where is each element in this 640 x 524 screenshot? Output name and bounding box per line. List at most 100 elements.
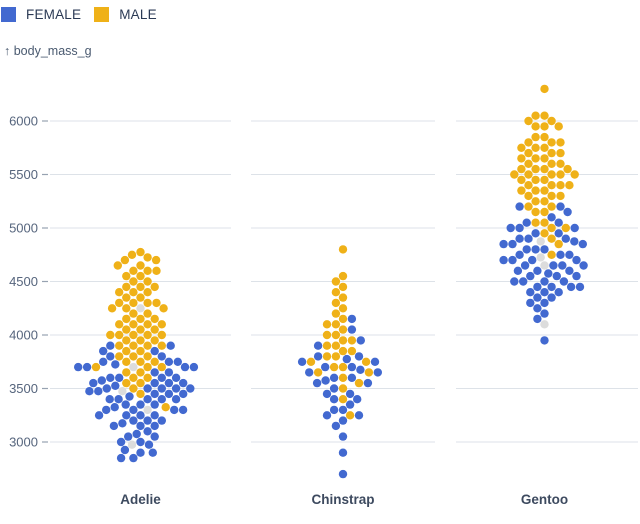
data-point-gentoo-unknown [536,253,545,262]
data-point-chinstrap-male [338,362,348,372]
data-point-adelie-female [150,421,159,431]
data-point-adelie-female [116,437,126,447]
data-point-adelie-female [136,448,145,457]
data-point-chinstrap-male [345,411,355,420]
data-point-adelie-male [143,373,152,382]
data-point-gentoo-male [540,207,549,217]
data-point-adelie-female [94,411,104,420]
data-point-gentoo-male [556,138,565,147]
data-point-adelie-male [136,357,145,366]
data-point-gentoo-male [517,186,526,195]
data-point-adelie-male [115,320,124,329]
data-point-gentoo-male [547,191,556,201]
y-tick-label: 5000 [9,221,38,236]
data-point-chinstrap-male [338,346,348,356]
data-point-adelie-male [150,357,159,366]
data-point-gentoo-male [556,159,565,168]
data-point-adelie-male [122,346,131,356]
data-point-adelie-female [171,373,181,382]
data-point-adelie-female [121,400,130,409]
data-point-adelie-male [136,346,145,356]
data-point-gentoo-female [526,271,535,281]
facet-label-gentoo: Gentoo [521,492,568,507]
data-point-adelie-male [150,282,159,292]
data-point-chinstrap-female [305,368,314,377]
data-point-chinstrap-male [338,336,348,345]
data-point-adelie-female [105,395,114,404]
data-point-chinstrap-male [322,330,332,340]
data-point-gentoo-female [570,223,579,233]
female-swatch-icon [1,7,16,22]
y-tick-label: 3500 [9,381,38,396]
data-point-gentoo-male [547,223,556,233]
data-point-chinstrap-male [338,395,348,404]
data-point-adelie-female [157,352,166,361]
data-point-adelie-male [136,325,145,334]
data-point-gentoo-female [515,202,524,211]
data-point-adelie-male [150,314,159,324]
data-point-adelie-male [122,325,131,334]
data-point-gentoo-male [531,132,540,142]
data-point-gentoo-female [531,229,540,238]
data-point-adelie-female [164,368,174,377]
data-point-gentoo-male [540,218,549,227]
data-point-gentoo-male [540,132,549,142]
data-point-adelie-male [136,271,145,281]
data-point-gentoo-male [540,229,549,238]
data-point-gentoo-male [556,181,565,190]
data-point-gentoo-male [517,164,526,174]
data-point-chinstrap-female [363,378,373,388]
data-point-gentoo-male [531,111,540,120]
data-point-adelie-female [171,395,181,404]
data-point-adelie-female [129,416,138,425]
data-point-adelie-female [102,405,111,415]
data-point-adelie-female [150,432,159,441]
data-point-chinstrap-female [373,368,382,377]
data-point-chinstrap-male [322,352,332,361]
data-point-adelie-male [129,341,138,350]
data-point-gentoo-male [524,191,533,201]
data-point-chinstrap-female [354,352,364,361]
data-point-chinstrap-male [306,357,316,366]
data-point-adelie-female [114,395,123,404]
data-point-chinstrap-female [338,432,348,441]
data-point-adelie-male [143,288,152,297]
data-point-adelie-female [164,378,174,388]
data-point-gentoo-male [547,138,556,147]
data-point-gentoo-female [572,271,581,281]
data-point-adelie-male [115,341,124,350]
data-point-gentoo-female [572,255,581,265]
data-point-adelie-female [102,384,112,393]
data-point-gentoo-female [531,245,540,254]
data-point-adelie-male [159,304,168,313]
data-point-chinstrap-male [338,314,348,324]
data-point-gentoo-male [556,148,565,158]
data-point-adelie-female [110,403,119,412]
data-point-adelie-female [164,389,174,399]
data-point-adelie-female [143,384,152,393]
data-point-gentoo-female [520,261,530,270]
data-point-gentoo-female [533,304,542,313]
data-point-gentoo-male [540,111,549,120]
data-point-chinstrap-male [347,336,357,345]
data-point-adelie-male [157,320,166,329]
data-point-gentoo-male [531,122,540,131]
data-point-adelie-male [122,314,131,324]
data-point-adelie-female [116,453,126,463]
data-point-chinstrap-male [331,330,341,340]
legend: FEMALE MALE [1,7,170,22]
data-point-adelie-female [180,362,190,372]
data-point-gentoo-female [533,266,542,275]
data-point-gentoo-female [579,261,588,270]
data-point-adelie-male [91,362,101,372]
data-point-gentoo-male [570,170,579,179]
data-point-adelie-male [129,352,138,361]
data-point-adelie-female [150,400,159,409]
data-point-adelie-female [97,376,107,385]
data-point-chinstrap-female [345,400,355,409]
data-point-chinstrap-female [370,357,380,366]
data-point-gentoo-female [508,255,517,265]
data-point-adelie-female [150,389,159,399]
data-point-gentoo-female [499,239,508,249]
